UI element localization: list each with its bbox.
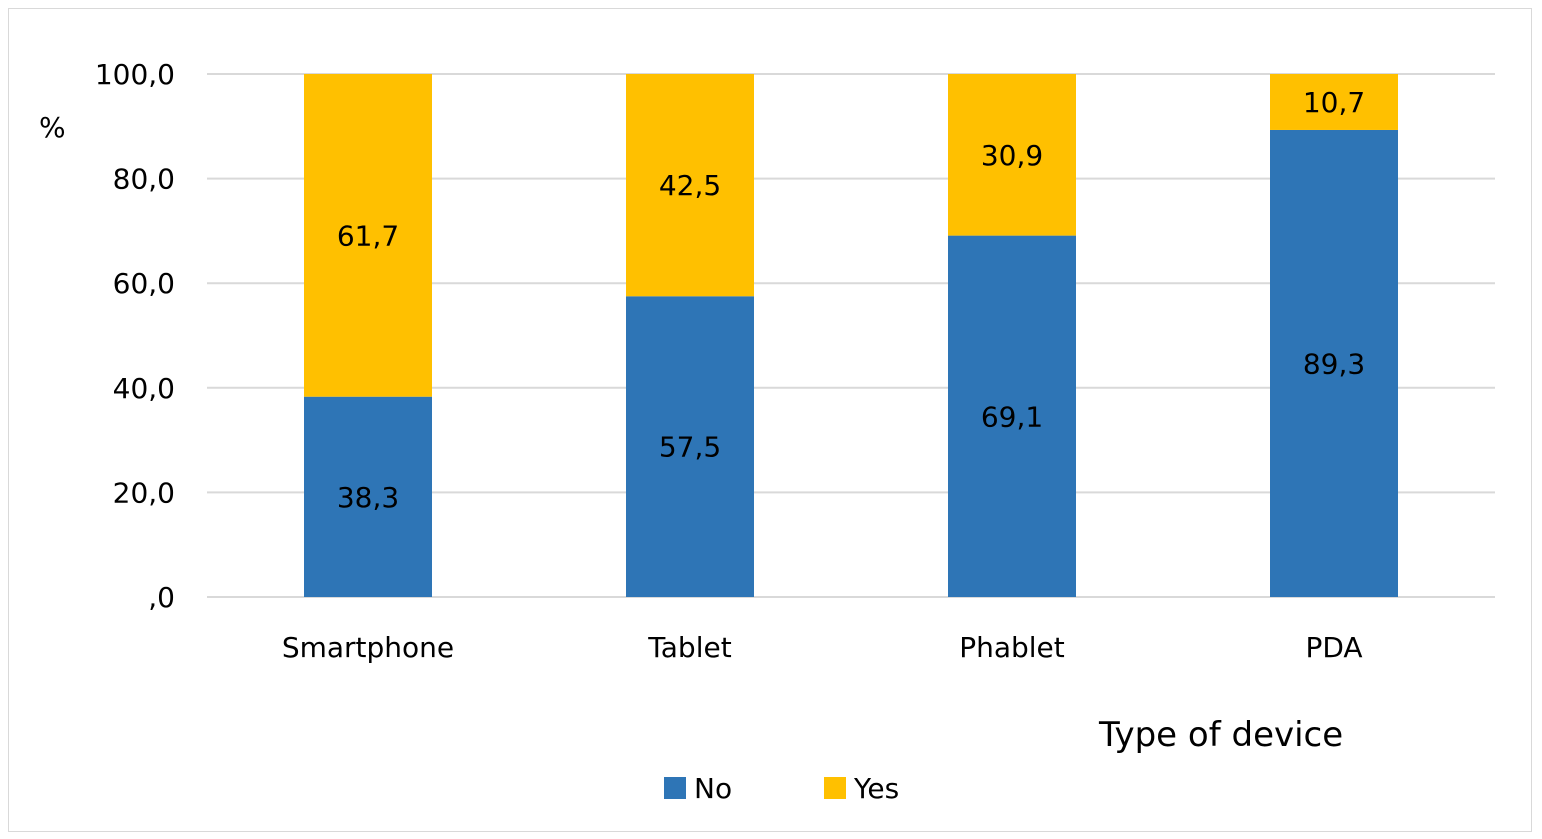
y-axis-ticks: ,0 20,0 40,0 60,0 80,0 100,0 (95, 58, 175, 614)
data-label: 69,1 (981, 400, 1043, 433)
y-tick-label: 100,0 (95, 58, 175, 91)
y-tick-label: 80,0 (113, 163, 175, 196)
bars (304, 74, 1398, 597)
bar-yes-phablet (948, 74, 1076, 236)
data-labels: 38,3 61,7 57,5 42,5 69,1 30,9 89,3 10,7 (337, 86, 1365, 514)
y-tick-label: 20,0 (113, 476, 175, 509)
legend-swatch-yes (824, 777, 846, 799)
y-tick-label: 40,0 (113, 372, 175, 405)
stacked-bar-chart: ,0 20,0 40,0 60,0 80,0 100,0 38,3 61,7 57,5 42,5… (39, 58, 1495, 805)
data-label: 89,3 (1303, 347, 1365, 380)
y-tick-label: ,0 (148, 581, 175, 614)
x-category-label: Phablet (959, 631, 1065, 664)
x-category-label: Smartphone (282, 631, 454, 664)
bar-yes-pda (1270, 74, 1398, 130)
data-label: 30,9 (981, 139, 1043, 172)
data-label: 42,5 (659, 169, 721, 202)
y-axis-unit-label: % (39, 111, 66, 144)
bar-no-phablet (948, 235, 1076, 597)
legend-swatch-no (664, 777, 686, 799)
legend: No Yes (664, 772, 899, 805)
legend-label-yes: Yes (853, 772, 899, 805)
bar-yes-smartphone (304, 74, 432, 397)
bar-yes-tablet (626, 74, 754, 297)
x-category-label: Tablet (647, 631, 731, 664)
chart-frame: ,0 20,0 40,0 60,0 80,0 100,0 38,3 61,7 57,5 42,5… (8, 8, 1532, 832)
x-category-label: PDA (1305, 631, 1362, 664)
legend-label-no: No (694, 772, 732, 805)
data-label: 38,3 (337, 481, 399, 514)
bar-no-smartphone (304, 396, 432, 597)
x-axis-title: Type of device (1098, 715, 1343, 755)
data-label: 57,5 (659, 431, 721, 464)
y-tick-label: 60,0 (113, 267, 175, 300)
x-axis-categories: Smartphone Tablet Phablet PDA (282, 631, 1363, 664)
bar-no-pda (1270, 129, 1398, 597)
data-label: 61,7 (337, 219, 399, 252)
data-label: 10,7 (1303, 86, 1365, 119)
bar-no-tablet (626, 296, 754, 597)
